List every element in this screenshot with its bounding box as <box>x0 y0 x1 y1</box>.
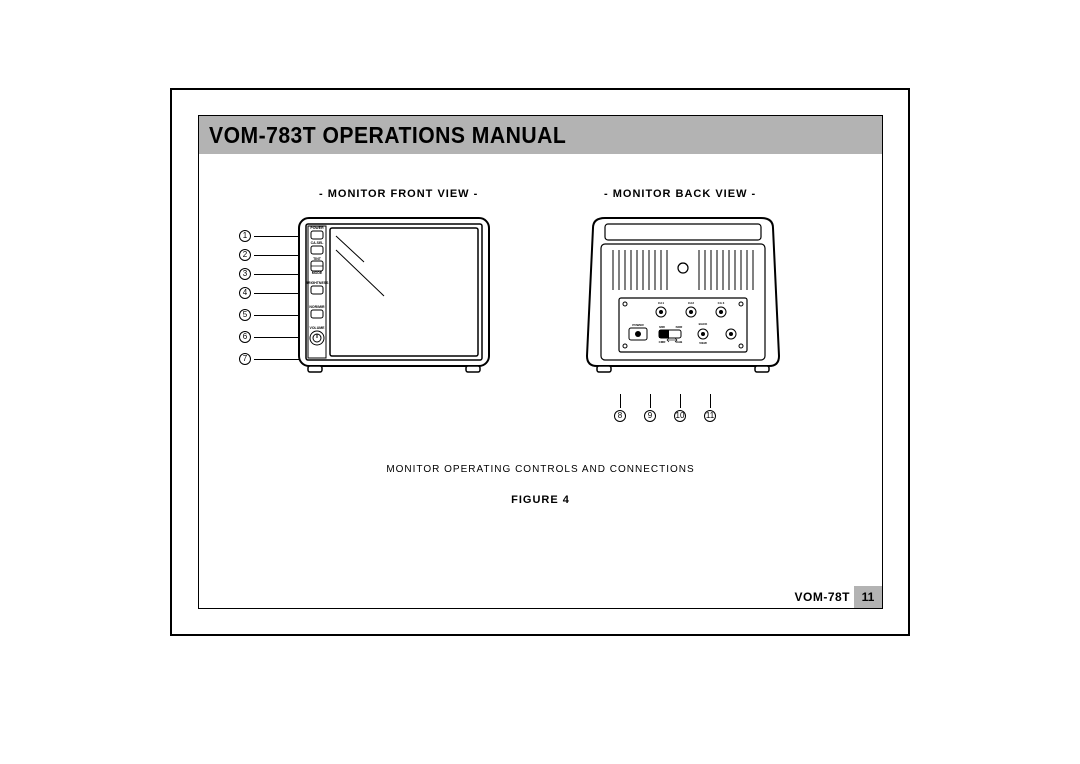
page-number: 11 <box>854 586 882 608</box>
callout-num: 3 <box>239 268 251 280</box>
callout-num: 4 <box>239 287 251 299</box>
callout-6: 6 <box>239 328 299 346</box>
svg-text:CA.SEL: CA.SEL <box>311 241 325 245</box>
callout-num: 7 <box>239 353 251 365</box>
callout-num: 10 <box>674 410 686 422</box>
svg-text:CA 3: CA 3 <box>718 301 725 305</box>
callout-num: 9 <box>644 410 656 422</box>
callout-lead <box>254 359 299 360</box>
svg-text:CA1: CA1 <box>658 301 664 305</box>
callout-2: 2 <box>239 246 299 264</box>
svg-text:CA2: CA2 <box>688 301 694 305</box>
inner-frame: VOM-783T OPERATIONS MANUAL - MONITOR FRO… <box>198 115 883 609</box>
svg-text:BACK: BACK <box>699 322 708 326</box>
callout-lead <box>254 337 299 338</box>
callout-1: 1 <box>239 227 299 245</box>
monitor-front-diagram: POWER CA.SEL TINT MODE BRIGHTNESS NOR/MI… <box>294 216 494 374</box>
callout-10: 10 <box>674 394 686 422</box>
page-footer: VOM-78T 11 <box>794 586 882 608</box>
callout-lead <box>254 274 299 275</box>
callout-lead <box>254 255 299 256</box>
callout-9: 9 <box>644 394 656 422</box>
callout-11: 11 <box>704 394 716 422</box>
figure-label: FIGURE 4 <box>199 494 882 506</box>
monitor-back-diagram: CA1 CA2 CA 3 POWER MIR NOR CMR OAB <box>583 216 783 374</box>
svg-text:TINT: TINT <box>313 257 322 261</box>
callout-lead <box>650 394 651 408</box>
outer-frame: VOM-783T OPERATIONS MANUAL - MONITOR FRO… <box>170 88 910 636</box>
callout-3: 3 <box>239 265 299 283</box>
svg-text:CMR: CMR <box>659 340 667 344</box>
callout-num: 8 <box>614 410 626 422</box>
callout-4: 4 <box>239 284 299 302</box>
callout-5: 5 <box>239 306 299 324</box>
svg-text:NOR: NOR <box>676 325 684 329</box>
svg-text:VOLUME: VOLUME <box>310 326 326 330</box>
callout-num: 6 <box>239 331 251 343</box>
callout-lead <box>254 293 299 294</box>
callout-lead <box>254 236 299 237</box>
svg-text:NOR/MIR: NOR/MIR <box>309 305 325 309</box>
back-callout-row: 8 9 10 11 <box>614 394 716 422</box>
callout-num: 11 <box>704 410 716 422</box>
figure-caption: MONITOR OPERATING CONTROLS AND CONNECTIO… <box>199 464 882 475</box>
callout-num: 5 <box>239 309 251 321</box>
callout-lead <box>620 394 621 408</box>
svg-text:VIEW: VIEW <box>699 341 707 345</box>
callout-7: 7 <box>239 350 299 368</box>
callout-lead <box>710 394 711 408</box>
manual-title: VOM-783T OPERATIONS MANUAL <box>209 122 566 149</box>
back-view-label: - MONITOR BACK VIEW - <box>604 188 756 200</box>
callout-num: 2 <box>239 249 251 261</box>
svg-text:POWER: POWER <box>632 323 644 327</box>
svg-text:BRIGHTNESS: BRIGHTNESS <box>306 281 330 285</box>
callout-lead <box>680 394 681 408</box>
svg-text:POWER: POWER <box>310 226 324 230</box>
svg-text:MIR: MIR <box>659 325 665 329</box>
title-bar: VOM-783T OPERATIONS MANUAL <box>199 116 882 154</box>
callout-8: 8 <box>614 394 626 422</box>
front-callout-column: 1 2 3 4 5 6 7 <box>239 227 299 369</box>
callout-lead <box>254 315 299 316</box>
model-tag: VOM-78T <box>794 590 854 604</box>
svg-text:MODE: MODE <box>312 271 323 275</box>
callout-num: 1 <box>239 230 251 242</box>
front-view-label: - MONITOR FRONT VIEW - <box>319 188 478 200</box>
